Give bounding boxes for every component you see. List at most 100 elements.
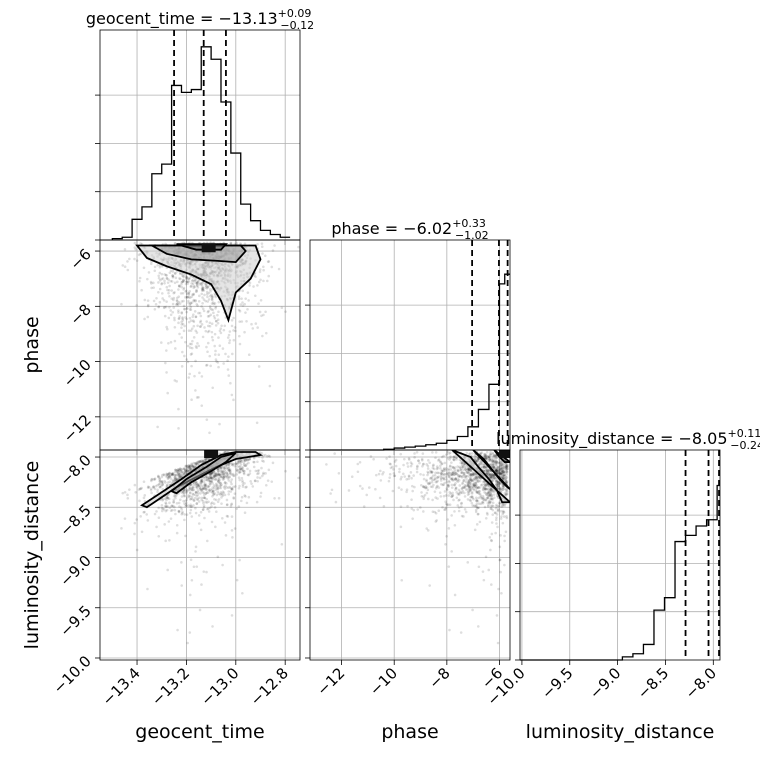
sample-point <box>172 306 176 309</box>
sample-point <box>466 484 470 488</box>
sample-point <box>184 464 188 468</box>
sample-point <box>463 495 467 498</box>
sample-point <box>257 302 260 305</box>
sample-point <box>452 458 456 461</box>
sample-point <box>231 462 234 465</box>
sample-point <box>168 474 172 478</box>
sample-point <box>483 486 486 489</box>
sample-point <box>146 485 150 488</box>
sample-point <box>265 279 269 283</box>
sample-point <box>485 493 488 496</box>
sample-point <box>206 324 210 328</box>
sample-point <box>200 479 203 483</box>
sample-point <box>467 484 470 487</box>
sample-point <box>238 467 242 471</box>
sample-point <box>391 465 394 469</box>
sample-point <box>458 465 461 469</box>
sample-point <box>268 455 272 458</box>
sample-point <box>226 467 230 470</box>
sample-point <box>198 325 202 328</box>
sample-point <box>491 472 495 476</box>
sample-point <box>462 479 466 482</box>
sample-point <box>434 456 437 460</box>
sample-point <box>186 280 190 284</box>
sample-point <box>477 475 480 479</box>
sample-point <box>446 456 450 460</box>
sample-point <box>450 483 454 487</box>
sample-point <box>405 478 409 481</box>
sample-point <box>178 467 182 470</box>
sample-point <box>194 290 198 294</box>
sample-point <box>445 478 448 481</box>
sample-point <box>459 459 463 462</box>
sample-point <box>140 486 143 490</box>
sample-point <box>213 486 216 490</box>
sample-point <box>222 466 226 470</box>
sample-point <box>189 319 193 322</box>
sample-point <box>471 478 475 481</box>
sample-point <box>476 458 480 462</box>
sample-point <box>413 485 416 489</box>
sample-point <box>182 279 186 283</box>
sample-point <box>260 466 263 470</box>
sample-point <box>329 492 332 495</box>
sample-point <box>467 468 470 471</box>
sample-point <box>490 472 493 476</box>
sample-point <box>505 464 509 467</box>
sample-point <box>184 499 187 503</box>
sample-point <box>189 305 193 309</box>
sample-point <box>223 450 227 454</box>
sample-point <box>181 317 184 321</box>
sample-point <box>456 474 460 477</box>
sample-point <box>444 494 448 497</box>
sample-point <box>273 496 276 500</box>
sample-point <box>172 296 176 300</box>
sample-point <box>474 454 477 458</box>
sample-point <box>483 482 486 486</box>
sample-point <box>194 315 198 319</box>
sample-point <box>479 477 483 480</box>
sample-point <box>493 460 497 463</box>
sample-point <box>486 455 490 459</box>
sample-point <box>135 518 138 521</box>
sample-point <box>480 463 483 466</box>
sample-point <box>194 279 197 282</box>
sample-point <box>459 468 462 472</box>
sample-point <box>168 271 172 275</box>
sample-point <box>479 476 482 480</box>
sample-point <box>169 509 173 513</box>
sample-point <box>164 305 168 309</box>
sample-point <box>185 471 188 474</box>
sample-point <box>361 487 364 490</box>
sample-point <box>228 330 232 333</box>
sample-point <box>477 485 480 489</box>
sample-point <box>244 297 248 300</box>
sample-point <box>231 352 234 356</box>
sample-point <box>155 510 158 513</box>
sample-point <box>244 464 247 468</box>
sample-point <box>188 491 192 495</box>
sample-point <box>211 338 215 342</box>
sample-point <box>190 578 194 582</box>
sample-point <box>488 457 492 460</box>
sample-point <box>139 515 142 518</box>
sample-point <box>185 310 189 314</box>
sample-point <box>498 482 501 485</box>
sample-point <box>488 470 491 473</box>
sample-point <box>210 293 213 297</box>
sample-point <box>255 500 259 504</box>
sample-point <box>468 487 472 491</box>
sample-point <box>207 510 211 513</box>
sample-point <box>204 488 208 491</box>
sample-point <box>483 487 487 490</box>
sample-point <box>175 473 179 477</box>
sample-point <box>158 482 162 486</box>
sample-point <box>221 475 224 479</box>
sample-point <box>211 490 215 494</box>
sample-point <box>484 483 488 487</box>
sample-point <box>450 514 453 517</box>
sample-point <box>178 467 182 471</box>
sample-point <box>495 478 498 482</box>
sample-point <box>294 497 297 500</box>
sample-point <box>242 471 246 475</box>
